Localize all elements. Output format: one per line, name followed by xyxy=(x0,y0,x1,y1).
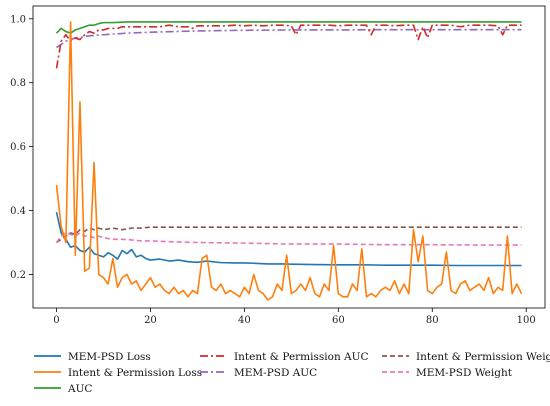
y-tick-label: 0.6 xyxy=(10,142,26,153)
series-intent-and-permission-loss xyxy=(55,21,523,301)
series-intent-and-permission-auc xyxy=(55,24,522,69)
series-lines xyxy=(55,21,523,301)
x-tick-label: 40 xyxy=(238,315,251,326)
series-auc xyxy=(55,21,522,34)
x-tick-label: 0 xyxy=(53,315,59,326)
legend-label-intent-and-permission-weight: Intent & Permission Weight xyxy=(416,351,550,363)
legend-label-mem-psd-weight: MEM-PSD Weight xyxy=(416,367,513,379)
legend-label-mem-psd-auc: MEM-PSD AUC xyxy=(234,367,317,379)
series-mem-psd-weight xyxy=(55,232,522,246)
legend-label-mem-psd-loss: MEM-PSD Loss xyxy=(68,351,151,363)
y-tick-label: 0.2 xyxy=(10,270,26,281)
y-tick-label: 1.0 xyxy=(10,14,26,25)
y-tick-label: 0.8 xyxy=(10,78,26,89)
x-tick-label: 20 xyxy=(144,315,157,326)
legend-label-intent-and-permission-loss: Intent & Permission Loss xyxy=(68,367,202,379)
y-tick-label: 0.4 xyxy=(10,206,26,217)
axis-ticks: 0 20 40 60 80 100 0.2 0.4 0.6 0.8 1.0 xyxy=(10,14,536,326)
x-tick-label: 80 xyxy=(426,315,439,326)
series-intent-and-permission-weight xyxy=(56,226,522,244)
legend-label-intent-and-permission-auc: Intent & Permission AUC xyxy=(234,351,369,363)
x-tick-label: 60 xyxy=(332,315,345,326)
legend: MEM-PSD Loss Intent & Permission Loss AUC I… xyxy=(34,351,550,395)
plot-frame xyxy=(32,5,546,309)
x-tick-label: 100 xyxy=(517,315,536,326)
legend-label-auc: AUC xyxy=(67,383,92,395)
